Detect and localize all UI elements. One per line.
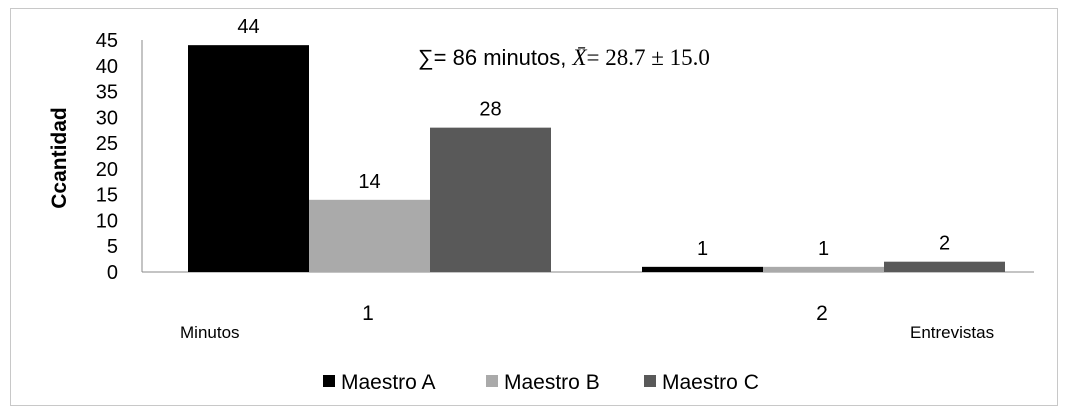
annotation-sum: ∑= 86 minutos, [418,45,572,70]
y-tick-label: 15 [96,185,118,207]
data-label: 44 [237,16,259,38]
bar-maestro-c-cat-1 [430,127,551,273]
bar-maestro-a-cat-1 [188,45,309,273]
data-labels: 44 1 14 1 28 2 [237,16,950,260]
data-label: 1 [818,238,829,260]
bars [188,45,1005,273]
y-tick-label: 35 [96,82,118,104]
y-tick-label: 30 [96,107,118,129]
legend-swatch-maestro-c [644,375,656,387]
data-label: 14 [358,171,380,193]
annotation-mean-value: = 28.7 ± 15.0 [587,45,710,70]
legend: Maestro A Maestro B Maestro C [323,371,759,394]
y-tick-label: 40 [96,56,118,78]
category-label-1: 1 [362,302,374,325]
bar-maestro-a-cat-2 [642,266,763,272]
y-tick-labels: 0 5 10 15 20 25 30 35 40 45 [96,30,118,284]
legend-label: Maestro C [662,371,759,394]
y-tick-label: 0 [107,262,118,284]
legend-swatch-maestro-b [486,375,498,387]
y-tick-label: 20 [96,159,118,181]
data-label: 1 [697,238,708,260]
category-sublabel-entrevistas: Entrevistas [910,323,994,342]
data-label: 2 [939,233,950,255]
legend-label: Maestro B [504,371,600,394]
annotation-mean-symbol: X̄ [571,45,587,70]
legend-label: Maestro A [341,371,436,394]
y-tick-label: 10 [96,210,118,232]
data-label: 28 [479,99,501,121]
category-label-2: 2 [816,302,828,325]
category-sublabel-minutos: Minutos [180,323,240,342]
y-tick-label: 5 [107,236,118,258]
y-axis-label: Ccantidad [48,107,71,209]
bar-maestro-b-cat-1 [309,199,430,272]
y-tick-label: 25 [96,133,118,155]
bar-maestro-c-cat-2 [884,261,1005,272]
bar-maestro-b-cat-2 [763,266,884,272]
stats-annotation: ∑= 86 minutos, X̄= 28.7 ± 15.0 [418,45,710,70]
y-tick-label: 45 [96,30,118,52]
legend-swatch-maestro-a [323,375,335,387]
